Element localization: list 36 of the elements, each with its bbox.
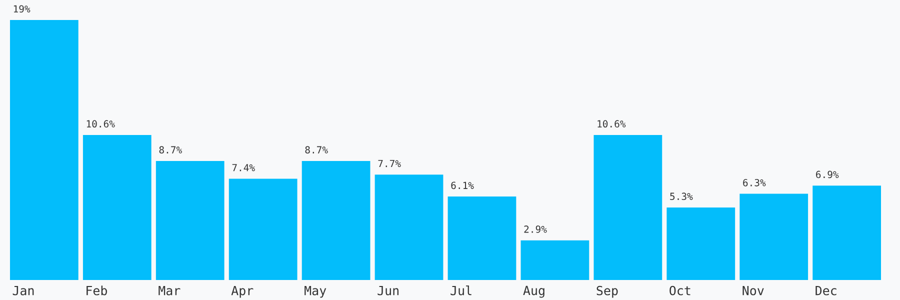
data-label: 5.3% [670, 192, 693, 200]
bar [374, 174, 444, 280]
bar [812, 186, 881, 280]
data-label: 7.4% [232, 164, 255, 172]
x-tick-label: Jan [12, 286, 34, 296]
data-label: 6.3% [743, 178, 766, 186]
x-tick-label: Jun [378, 286, 398, 296]
x-tick-label: Oct [670, 286, 690, 296]
x-tick-label: Jul [450, 286, 472, 296]
data-label: 10.6% [86, 120, 115, 128]
bar [82, 134, 152, 280]
data-label: 7.7% [378, 160, 401, 168]
data-label: 10.6% [598, 120, 626, 128]
x-tick-label: Apr [231, 286, 254, 298]
x-tick-label: Aug [523, 286, 544, 298]
bar [448, 196, 516, 280]
data-label: 2.9% [524, 226, 547, 233]
x-tick-label: Dec [816, 286, 836, 296]
x-tick-label: Feb [86, 286, 107, 296]
x-tick-label: Sep [596, 286, 618, 298]
x-tick-label: Mar [158, 286, 180, 296]
bar [594, 134, 662, 280]
x-tick-label: Nov [742, 286, 764, 296]
data-label: 8.7% [305, 146, 328, 154]
x-tick-label: May [304, 286, 326, 298]
bar [666, 207, 736, 280]
bar [740, 194, 808, 280]
bar [520, 240, 590, 280]
data-label: 6.1% [451, 182, 474, 190]
data-label: 8.7% [159, 146, 182, 154]
bar [156, 160, 224, 280]
bar [302, 160, 370, 280]
data-label: 6.9% [816, 170, 839, 178]
bar [10, 20, 78, 280]
bar [228, 178, 298, 280]
data-label: 19% [14, 5, 30, 13]
